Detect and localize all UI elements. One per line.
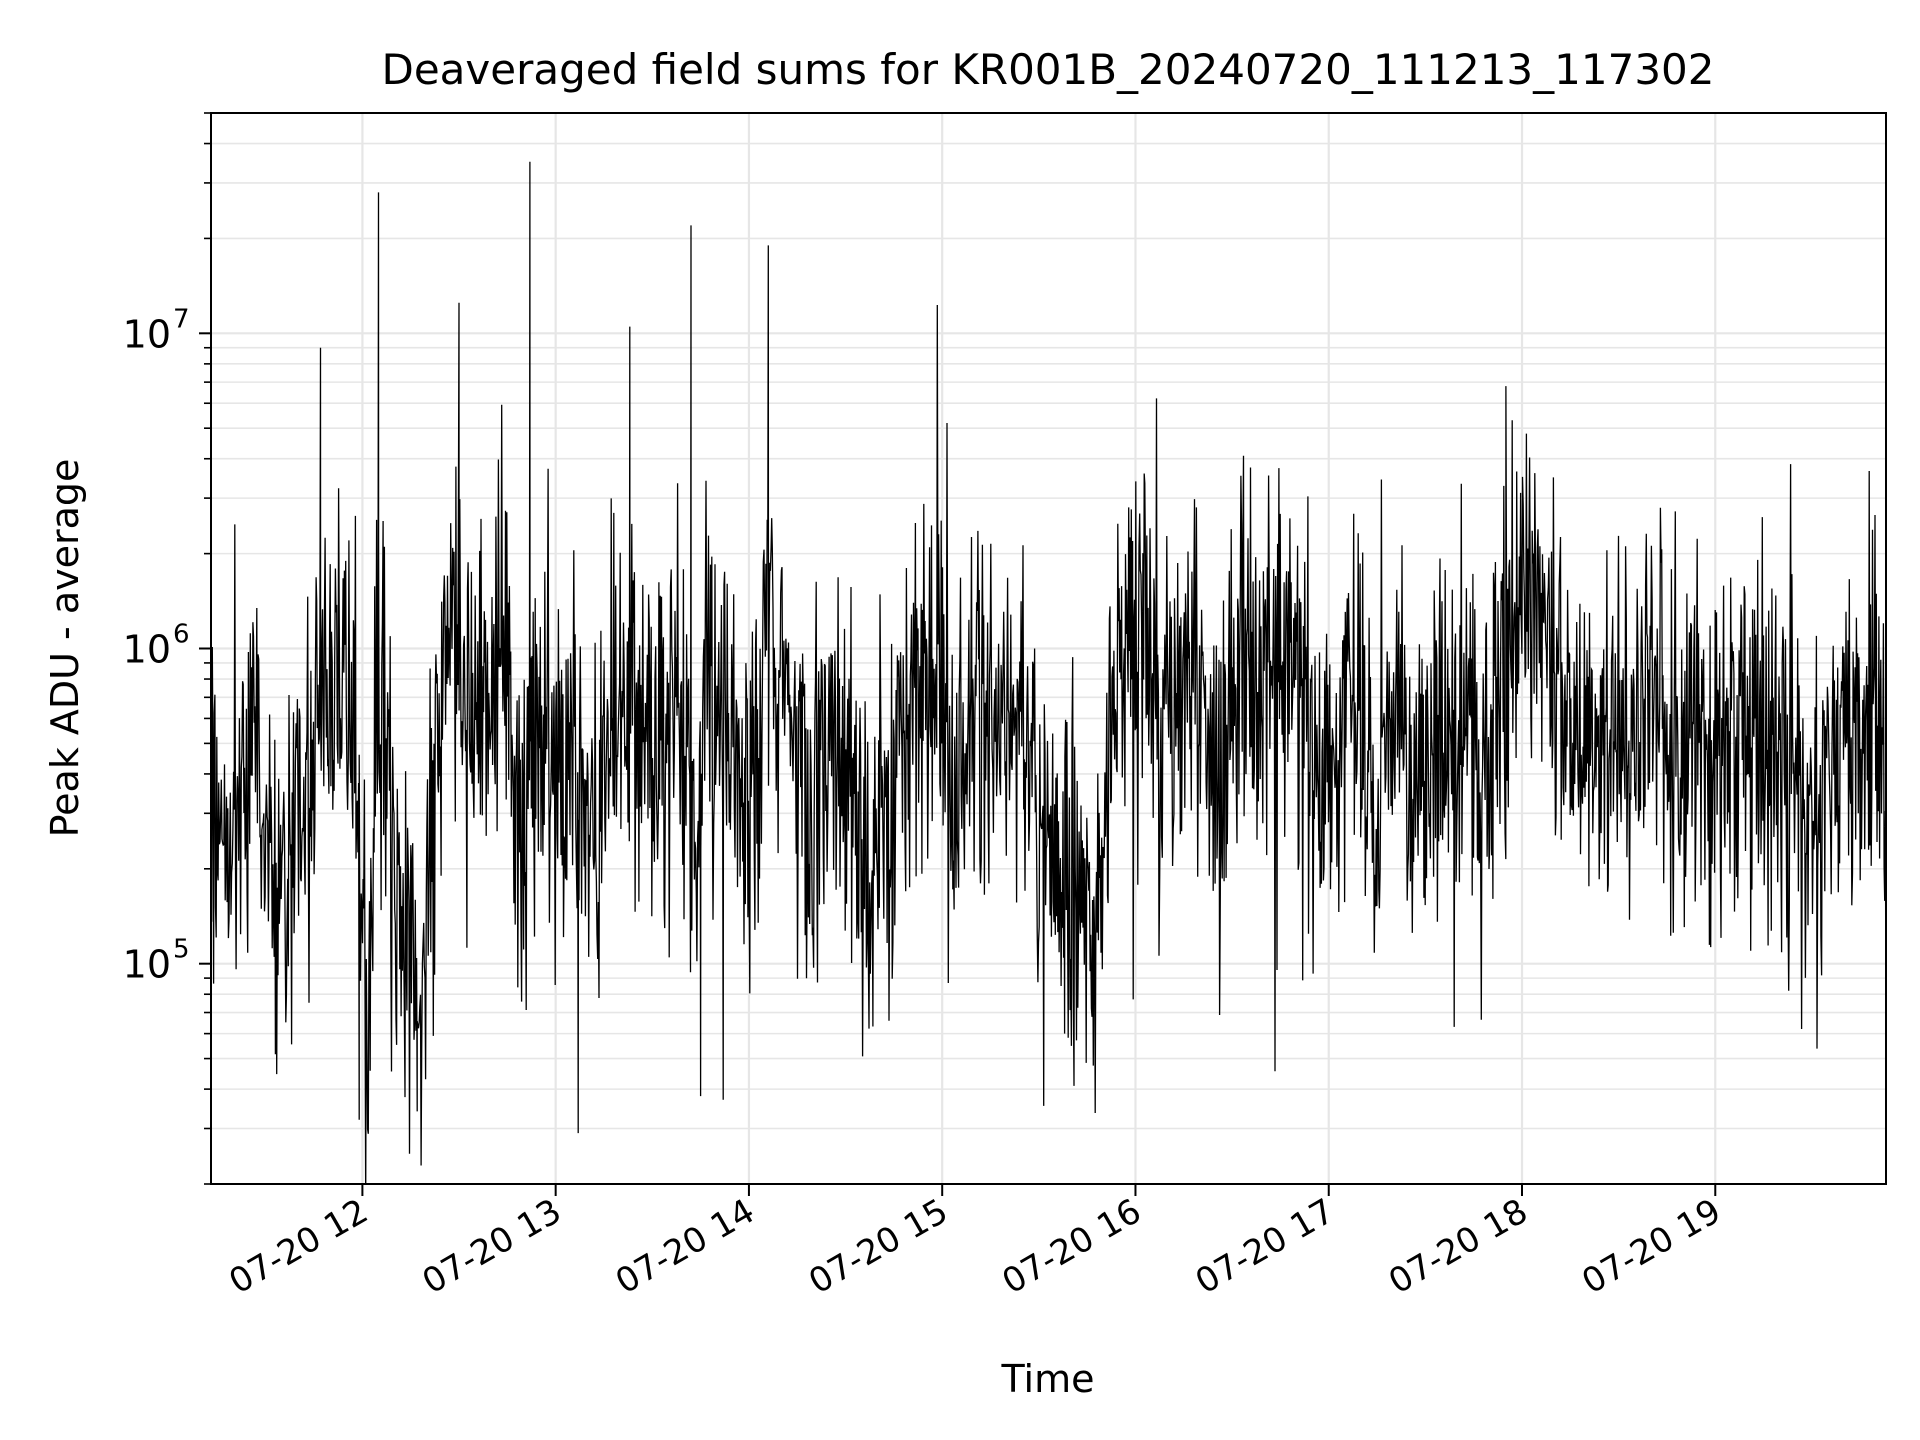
- chart-title: Deaveraged field sums for KR001B_2024072…: [382, 45, 1715, 94]
- y-tick-exponent: 5: [173, 935, 190, 965]
- series-layer: [211, 161, 1886, 1184]
- y-tick-label: 10: [123, 312, 171, 356]
- y-tick-label: 10: [123, 628, 171, 672]
- y-tick-label: 10: [123, 943, 171, 987]
- x-axis-label: Time: [1001, 1357, 1095, 1401]
- y-tick-exponent: 7: [173, 304, 190, 334]
- y-tick-exponent: 6: [173, 620, 190, 650]
- series-line: [211, 161, 1886, 1184]
- y-axis-label: Peak ADU - average: [43, 459, 87, 838]
- plot-area: [211, 161, 1886, 1184]
